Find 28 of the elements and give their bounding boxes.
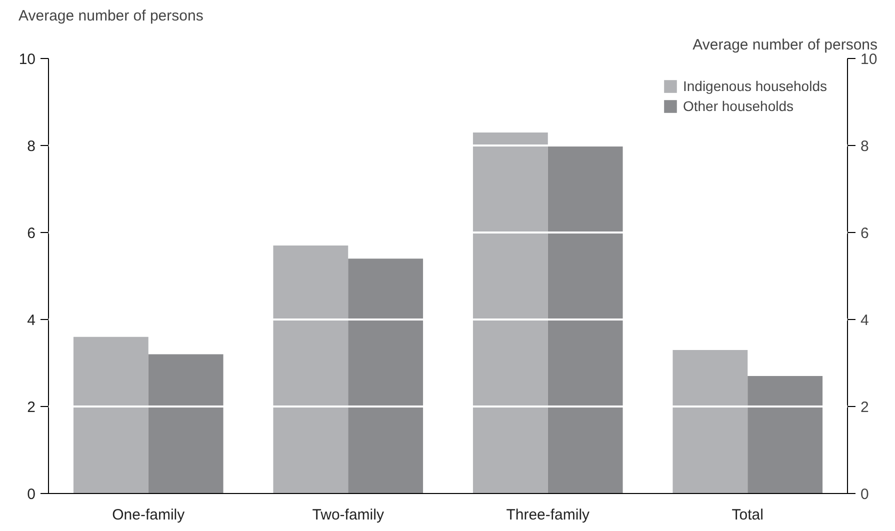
x-tick-label: Total (732, 506, 764, 524)
y-tick-label: 2 (27, 399, 36, 416)
x-tick-label: Two-family (312, 506, 384, 524)
bar (472, 132, 548, 494)
legend-label: Indigenous households (682, 78, 827, 94)
y2-axis-title: Average number of persons (692, 36, 878, 54)
y2-tick-label: 8 (860, 138, 869, 155)
bar (748, 376, 823, 494)
bar (672, 350, 748, 494)
y-tick-label: 4 (27, 312, 36, 329)
y2-tick-label: 10 (860, 51, 878, 68)
bar (73, 336, 148, 494)
bar (273, 246, 348, 494)
y-tick-label: 0 (27, 486, 36, 503)
y2-tick-label: 6 (860, 225, 869, 242)
y2-tick-label: 2 (860, 399, 869, 416)
bar (548, 146, 623, 494)
legend-label: Other households (682, 98, 794, 114)
y-axis-title: Average number of persons (18, 8, 204, 24)
x-tick-label: One-family (112, 506, 186, 524)
bar (148, 354, 224, 494)
x-tick-label: Three-family (506, 506, 590, 524)
y-tick-label: 10 (18, 51, 36, 68)
y-tick-label: 6 (27, 225, 36, 242)
y2-tick-label: 4 (860, 312, 869, 329)
bar (348, 258, 424, 494)
y-tick-label: 8 (27, 138, 36, 155)
y2-tick-label: 0 (860, 486, 869, 503)
